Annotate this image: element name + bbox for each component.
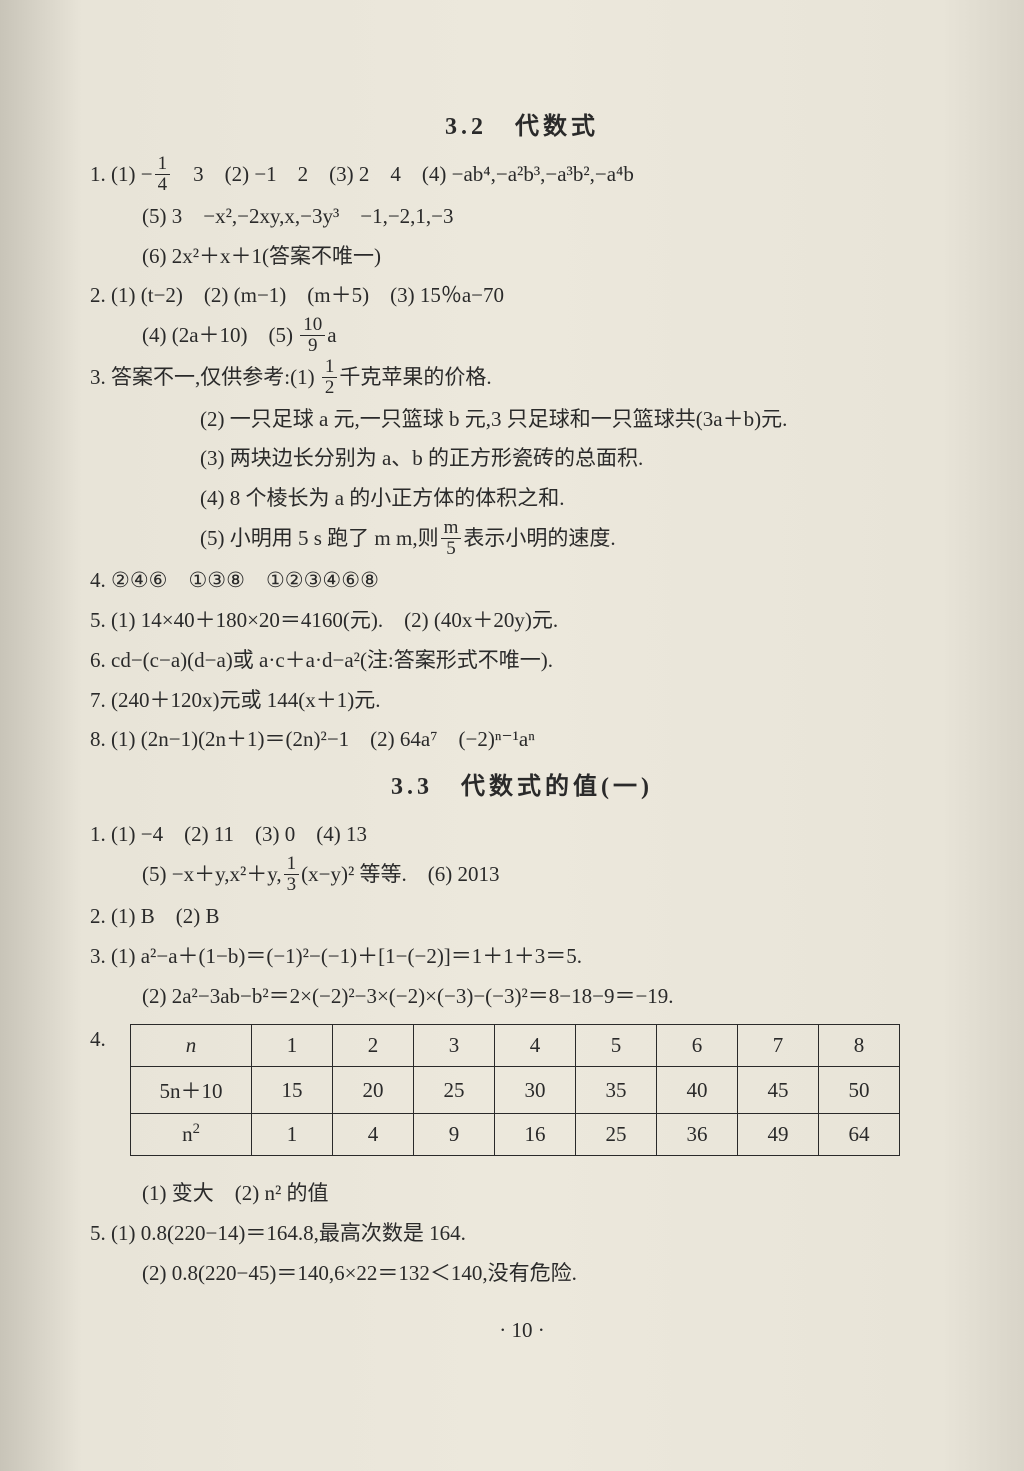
q7: 7. (240＋120x)元或 144(x＋1)元. (90, 681, 954, 721)
q6: 6. cd−(c−a)(d−a)或 a·c＋a·d−a²(注:答案形式不唯一). (90, 641, 954, 681)
q4-table: n123456785n＋101520253035404550n214916253… (130, 1024, 900, 1156)
table-cell: 30 (495, 1067, 576, 1114)
table-cell: 1 (252, 1114, 333, 1156)
table-cell: 5n＋10 (131, 1067, 252, 1114)
s33-q4-sub: (1) 变大 (2) n² 的值 (90, 1174, 954, 1214)
table-cell: 49 (738, 1114, 819, 1156)
s33-q1-line5: (5) −x＋y,x²＋y,13(x−y)² 等等. (6) 2013 (90, 855, 954, 897)
table-cell: 7 (738, 1025, 819, 1067)
q2-p1: (1) (t−2) (2) (m−1) (m＋5) (3) 15％a−70 (111, 283, 504, 307)
q3-line3: (3) 两块边长分别为 a、b 的正方形瓷砖的总面积. (90, 439, 954, 479)
q1-p1a: (1) − (111, 162, 153, 186)
q3-line2: (2) 一只足球 a 元,一只篮球 b 元,3 只足球和一只篮球共(3a＋b)元… (90, 400, 954, 440)
table-cell: 6 (657, 1025, 738, 1067)
s33-q5-label: 5. (90, 1221, 106, 1245)
q1-line6: (6) 2x²＋x＋1(答案不唯一) (90, 237, 954, 277)
q2-p4a: (4) (2a＋10) (5) (142, 323, 298, 347)
s33-q1-p5b: (x−y)² 等等. (6) 2013 (301, 862, 499, 886)
s33-q2: 2. (1) B (2) B (90, 897, 954, 937)
page-number: · 10 · (90, 1318, 954, 1343)
q1-line5: (5) 3 −x²,−2xy,x,−3y³ −1,−2,1,−3 (90, 197, 954, 237)
q4: 4. ②④⑥ ①③⑧ ①②③④⑥⑧ (90, 561, 954, 601)
q2-line4: (4) (2a＋10) (5) 109a (90, 316, 954, 358)
table-cell: 20 (333, 1067, 414, 1114)
frac-icon: 13 (284, 854, 300, 895)
table-cell: 45 (738, 1067, 819, 1114)
table-cell: 2 (333, 1025, 414, 1067)
frac-icon: 109 (300, 315, 325, 356)
s33-q5-line2: (2) 0.8(220−45)＝140,6×22＝132＜140,没有危险. (90, 1254, 954, 1294)
q1-p1b: 3 (2) −1 2 (3) 2 4 (4) −ab⁴,−a²b³,−a³b²,… (172, 162, 634, 186)
q3-line1: 3. 答案不一,仅供参考:(1) 12千克苹果的价格. (90, 358, 954, 400)
s33-q1-p1: (1) −4 (2) 11 (3) 0 (4) 13 (111, 822, 367, 846)
s33-q1-line1: 1. (1) −4 (2) 11 (3) 0 (4) 13 (90, 815, 954, 855)
s33-q5-p1: (1) 0.8(220−14)＝164.8,最高次数是 164. (111, 1221, 466, 1245)
s33-q4-row: 4. n123456785n＋101520253035404550n214916… (90, 1016, 954, 1174)
q3-line4: (4) 8 个棱长为 a 的小正方体的体积之和. (90, 479, 954, 519)
s33-q5-line1: 5. (1) 0.8(220−14)＝164.8,最高次数是 164. (90, 1214, 954, 1254)
s33-q3-line2: (2) 2a²−3ab−b²＝2×(−2)²−3×(−2)×(−3)−(−3)²… (90, 977, 954, 1017)
q3-label: 3. (90, 365, 106, 389)
table-cell: 15 (252, 1067, 333, 1114)
table-cell: 25 (576, 1114, 657, 1156)
section-3-3-title: 3.3 代数式的值(一) (90, 766, 954, 801)
s33-q3-label: 3. (90, 944, 106, 968)
table-cell: 1 (252, 1025, 333, 1067)
page: 3.2 代数式 1. (1) −14 3 (2) −1 2 (3) 2 4 (4… (0, 0, 1024, 1471)
table-cell: 25 (414, 1067, 495, 1114)
q3-p5a: (5) 小明用 5 s 跑了 m m,则 (200, 526, 439, 550)
q3-p1a: 答案不一,仅供参考:(1) (111, 365, 320, 389)
section-3-2-title: 3.2 代数式 (90, 106, 954, 141)
table-row: n12345678 (131, 1025, 900, 1067)
table-cell: 4 (495, 1025, 576, 1067)
table-cell: 16 (495, 1114, 576, 1156)
q2-label: 2. (90, 283, 106, 307)
frac-icon: 14 (155, 154, 171, 195)
s33-q3-line1: 3. (1) a²−a＋(1−b)＝(−1)²−(−1)＋[1−(−2)]＝1＋… (90, 937, 954, 977)
s33-q1-label: 1. (90, 822, 106, 846)
q5: 5. (1) 14×40＋180×20＝4160(元). (2) (40x＋20… (90, 601, 954, 641)
table-cell: 40 (657, 1067, 738, 1114)
table-row: n21491625364964 (131, 1114, 900, 1156)
table-cell: n (131, 1025, 252, 1067)
table-cell: 8 (819, 1025, 900, 1067)
s33-q4-label: 4. (90, 1016, 130, 1062)
q3-p5b: 表示小明的速度. (463, 526, 615, 550)
table-cell: 5 (576, 1025, 657, 1067)
table-cell: 50 (819, 1067, 900, 1114)
q3-line5: (5) 小明用 5 s 跑了 m m,则m5表示小明的速度. (90, 519, 954, 561)
table-cell: 36 (657, 1114, 738, 1156)
q8: 8. (1) (2n−1)(2n＋1)＝(2n)²−1 (2) 64a⁷ (−2… (90, 720, 954, 760)
q3-p1b: 千克苹果的价格. (339, 365, 491, 389)
table-cell: 3 (414, 1025, 495, 1067)
table-cell: 4 (333, 1114, 414, 1156)
table-cell: 9 (414, 1114, 495, 1156)
frac-icon: 12 (322, 357, 338, 398)
q2-line1: 2. (1) (t−2) (2) (m−1) (m＋5) (3) 15％a−70 (90, 276, 954, 316)
q1-line1: 1. (1) −14 3 (2) −1 2 (3) 2 4 (4) −ab⁴,−… (90, 155, 954, 197)
table-cell: 64 (819, 1114, 900, 1156)
table-row: 5n＋101520253035404550 (131, 1067, 900, 1114)
table-cell: n2 (131, 1114, 252, 1156)
q2-p4b: a (327, 323, 336, 347)
s33-q3-p1: (1) a²−a＋(1−b)＝(−1)²−(−1)＋[1−(−2)]＝1＋1＋3… (111, 944, 582, 968)
s33-q1-p5a: (5) −x＋y,x²＋y, (142, 862, 282, 886)
q1-label: 1. (90, 162, 106, 186)
frac-icon: m5 (441, 518, 462, 559)
table-cell: 35 (576, 1067, 657, 1114)
